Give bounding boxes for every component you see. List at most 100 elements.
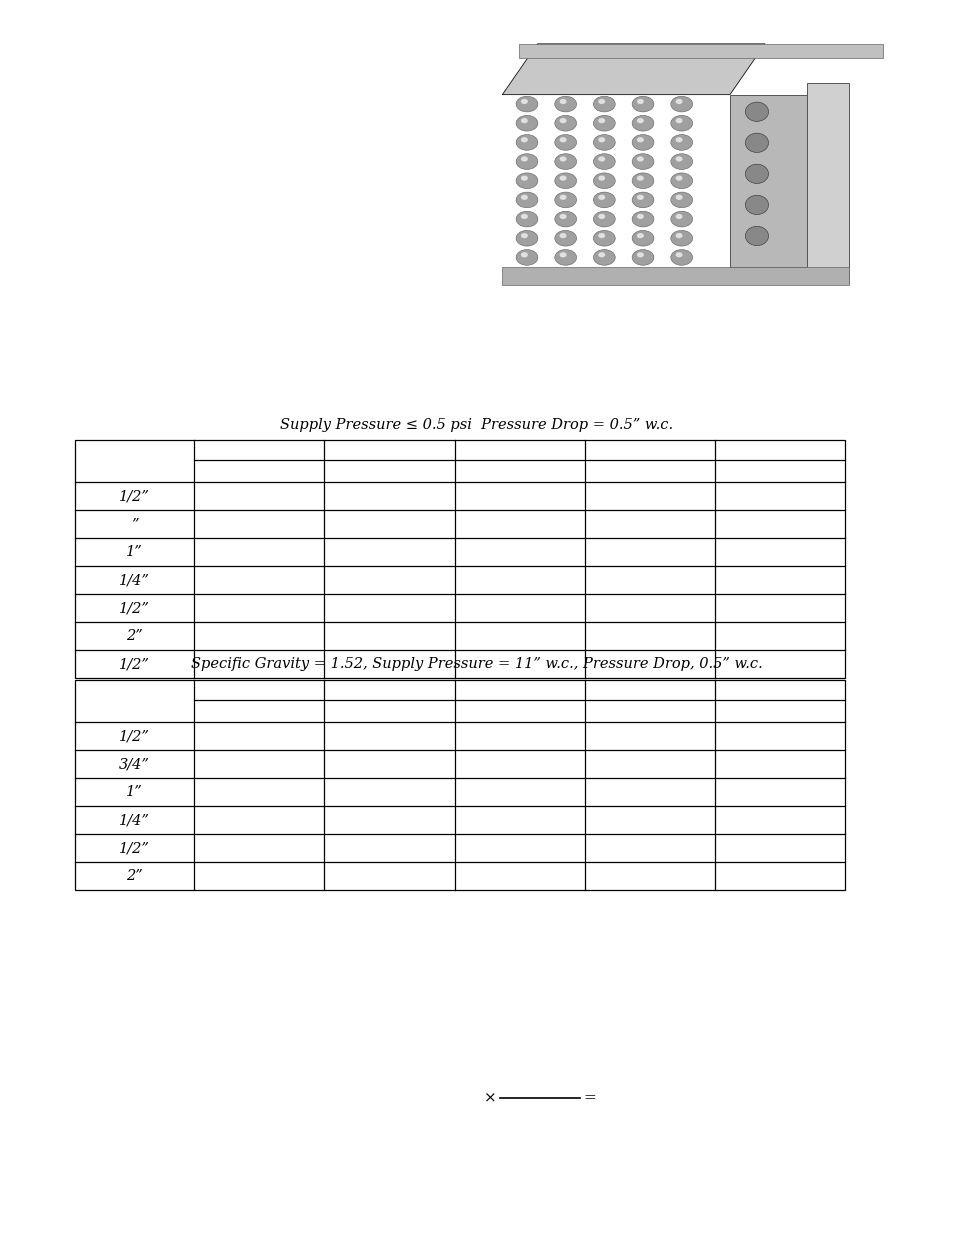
Ellipse shape (598, 214, 604, 219)
Ellipse shape (516, 115, 537, 131)
Ellipse shape (559, 233, 566, 238)
Ellipse shape (555, 211, 576, 227)
Ellipse shape (670, 153, 692, 169)
Polygon shape (502, 44, 764, 95)
Text: 1”: 1” (126, 785, 143, 799)
Text: 2”: 2” (126, 629, 143, 643)
Bar (729, 95, 806, 267)
Bar (502, 267, 848, 285)
Text: ”: ” (131, 517, 138, 531)
Text: 1/2”: 1/2” (119, 489, 150, 503)
Ellipse shape (516, 231, 537, 246)
Ellipse shape (593, 249, 615, 266)
Bar (75, 680, 844, 890)
Ellipse shape (744, 195, 768, 215)
Ellipse shape (637, 175, 643, 180)
Ellipse shape (559, 119, 566, 124)
Ellipse shape (593, 193, 615, 207)
Ellipse shape (516, 249, 537, 266)
Ellipse shape (559, 252, 566, 257)
Ellipse shape (559, 157, 566, 162)
Ellipse shape (516, 173, 537, 189)
Ellipse shape (670, 173, 692, 189)
Ellipse shape (598, 119, 604, 124)
Ellipse shape (637, 119, 643, 124)
Ellipse shape (670, 249, 692, 266)
Bar (75, 440, 844, 678)
Ellipse shape (555, 135, 576, 151)
Ellipse shape (520, 252, 527, 257)
Text: ×: × (483, 1091, 496, 1105)
Ellipse shape (744, 226, 768, 246)
Ellipse shape (675, 233, 681, 238)
Ellipse shape (675, 214, 681, 219)
Ellipse shape (555, 173, 576, 189)
Ellipse shape (520, 233, 527, 238)
Ellipse shape (555, 96, 576, 112)
Ellipse shape (520, 175, 527, 180)
Text: Specific Gravity = 1.52, Supply Pressure = 11” w.c., Pressure Drop, 0.5” w.c.: Specific Gravity = 1.52, Supply Pressure… (191, 657, 762, 671)
Text: 3/4”: 3/4” (119, 757, 150, 771)
Bar (806, 83, 848, 283)
Ellipse shape (744, 103, 768, 121)
Ellipse shape (593, 96, 615, 112)
Ellipse shape (632, 249, 653, 266)
Ellipse shape (675, 252, 681, 257)
Ellipse shape (555, 153, 576, 169)
Ellipse shape (516, 135, 537, 151)
Ellipse shape (520, 99, 527, 104)
Ellipse shape (744, 133, 768, 152)
Ellipse shape (593, 115, 615, 131)
Ellipse shape (516, 211, 537, 227)
Ellipse shape (637, 252, 643, 257)
Ellipse shape (559, 195, 566, 200)
Ellipse shape (637, 137, 643, 142)
Ellipse shape (670, 193, 692, 207)
Ellipse shape (632, 96, 653, 112)
Ellipse shape (559, 99, 566, 104)
Ellipse shape (637, 157, 643, 162)
Ellipse shape (520, 137, 527, 142)
Ellipse shape (632, 193, 653, 207)
Ellipse shape (555, 193, 576, 207)
Ellipse shape (559, 137, 566, 142)
Ellipse shape (520, 214, 527, 219)
Text: 1”: 1” (126, 545, 143, 559)
Ellipse shape (632, 231, 653, 246)
Ellipse shape (670, 211, 692, 227)
Ellipse shape (598, 99, 604, 104)
Ellipse shape (675, 157, 681, 162)
Ellipse shape (632, 115, 653, 131)
Ellipse shape (598, 252, 604, 257)
Ellipse shape (598, 175, 604, 180)
Ellipse shape (670, 115, 692, 131)
Ellipse shape (520, 157, 527, 162)
Ellipse shape (670, 96, 692, 112)
Ellipse shape (593, 173, 615, 189)
Ellipse shape (598, 157, 604, 162)
Text: Supply Pressure ≤ 0.5 psi  Pressure Drop = 0.5” w.c.: Supply Pressure ≤ 0.5 psi Pressure Drop … (280, 417, 673, 432)
Ellipse shape (637, 214, 643, 219)
Ellipse shape (744, 164, 768, 184)
Ellipse shape (632, 153, 653, 169)
Text: 1/2”: 1/2” (119, 657, 150, 671)
Text: 1/4”: 1/4” (119, 573, 150, 587)
Ellipse shape (670, 231, 692, 246)
Ellipse shape (520, 119, 527, 124)
Ellipse shape (632, 135, 653, 151)
Ellipse shape (516, 193, 537, 207)
Ellipse shape (675, 175, 681, 180)
Text: 1/2”: 1/2” (119, 601, 150, 615)
Text: 1/2”: 1/2” (119, 729, 150, 743)
Ellipse shape (632, 173, 653, 189)
Ellipse shape (598, 137, 604, 142)
Ellipse shape (675, 119, 681, 124)
Text: 2”: 2” (126, 869, 143, 883)
Ellipse shape (598, 233, 604, 238)
Ellipse shape (637, 99, 643, 104)
Ellipse shape (675, 195, 681, 200)
Ellipse shape (632, 211, 653, 227)
Ellipse shape (670, 135, 692, 151)
Ellipse shape (593, 231, 615, 246)
Ellipse shape (637, 233, 643, 238)
